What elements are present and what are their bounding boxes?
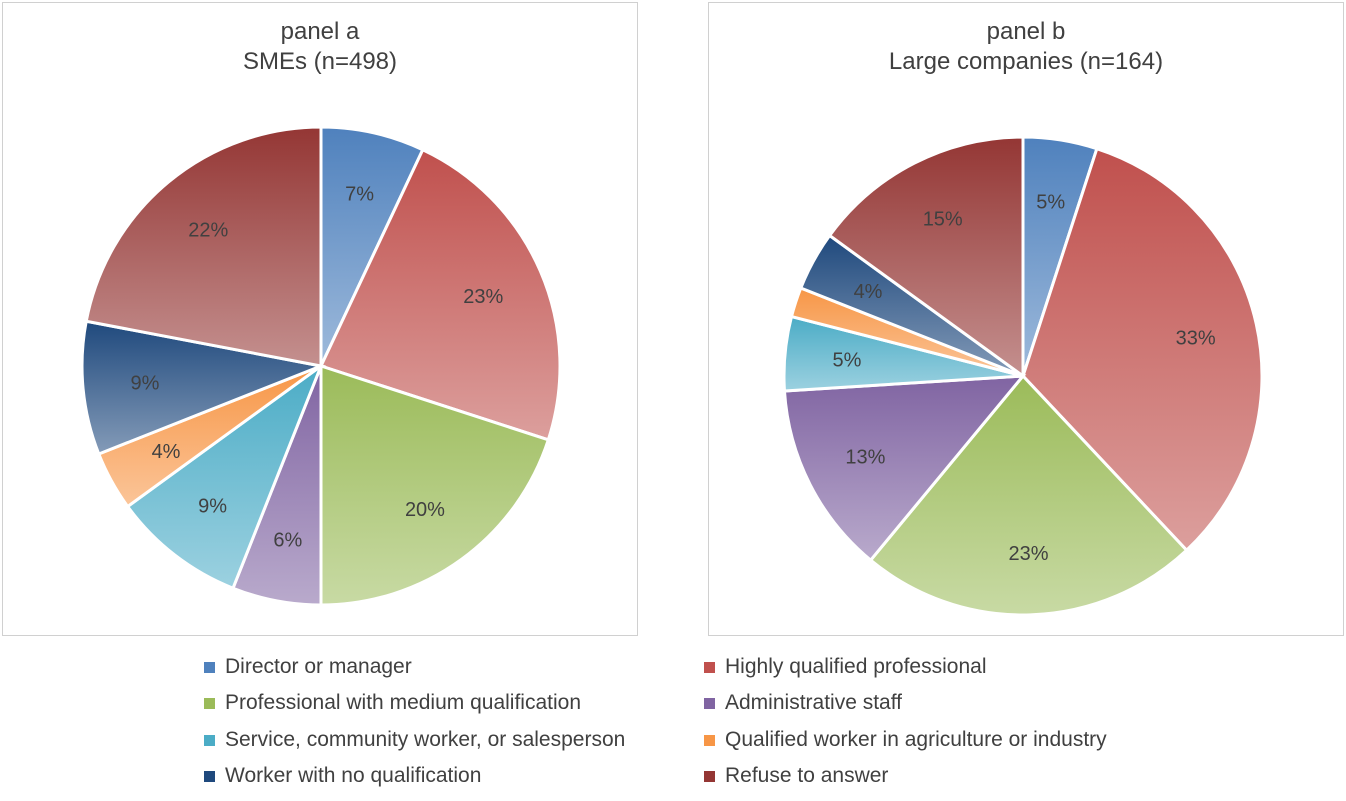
legend-swatch <box>204 697 215 709</box>
data-label-agri-industry: 4% <box>152 441 181 463</box>
chart-title-line1: panel b <box>986 18 1066 45</box>
chart-title: panel b Large companies (n=164) <box>709 17 1343 77</box>
legend-item-refuse: Refuse to answer <box>704 761 888 791</box>
chart-legend: Director or manager Highly qualified pro… <box>0 648 1346 798</box>
data-label-director: 7% <box>345 183 374 205</box>
legend-item-director: Director or manager <box>204 652 412 682</box>
legend-label: Highly qualified professional <box>725 655 987 678</box>
pie-slice-director <box>319 125 425 367</box>
legend-label: Professional with medium qualification <box>225 691 582 714</box>
chart-panel-b: panel b Large companies (n=164) 5% 33% 23%… <box>708 2 1344 636</box>
legend-label: Worker with no qualification <box>225 764 482 787</box>
data-label-highly-qualified: 33% <box>1176 327 1216 349</box>
data-label-service: 5% <box>832 349 861 371</box>
pie-slice-highly-qualified <box>1021 146 1264 553</box>
chart-title: panel a SMEs (n=498) <box>3 17 637 77</box>
pie-slice-no-qualification <box>80 319 327 456</box>
legend-swatch <box>204 661 215 673</box>
data-label-medium-qualification: 20% <box>405 499 445 521</box>
data-label-refuse: 22% <box>188 220 228 242</box>
pie-slice-medium-qualification <box>868 373 1189 617</box>
legend-item-administrative: Administrative staff <box>704 688 902 718</box>
pie-slice-medium-qualification <box>319 363 551 607</box>
chart-panel-a: panel a SMEs (n=498) 7% 23% 20% 6% 9% 4% 9% 22% <box>2 2 638 636</box>
data-label-director: 5% <box>1036 191 1065 213</box>
data-label-medium-qualification: 23% <box>1009 543 1049 565</box>
data-label-administrative: 6% <box>273 530 302 552</box>
pie-slice-highly-qualified <box>318 147 562 442</box>
legend-swatch <box>204 770 215 782</box>
pie-slice-service <box>125 361 325 591</box>
data-label-highly-qualified: 23% <box>463 286 503 308</box>
pie-slice-refuse <box>84 125 323 368</box>
legend-swatch <box>704 734 715 746</box>
data-label-administrative: 13% <box>845 446 885 468</box>
chart-title-line1: panel a <box>280 18 360 45</box>
data-label-service: 9% <box>198 496 227 518</box>
data-label-no-qualification: 4% <box>854 281 883 303</box>
legend-item-medium-qualification: Professional with medium qualification <box>204 688 581 718</box>
legend-item-no-qualification: Worker with no qualification <box>204 761 481 791</box>
legend-label: Director or manager <box>225 655 412 678</box>
legend-label: Refuse to answer <box>725 764 889 787</box>
pie-chart-b: 5% 33% 23% 13% 5% 4% 15% <box>782 135 1264 617</box>
legend-item-service: Service, community worker, or salesperso… <box>204 725 625 755</box>
legend-label: Qualified worker in agriculture or indus… <box>725 728 1107 751</box>
chart-subtitle: Large companies (n=164) <box>888 48 1164 75</box>
legend-swatch <box>204 734 215 746</box>
legend-swatch <box>704 697 715 709</box>
legend-swatch <box>704 661 715 673</box>
pie-chart-a: 7% 23% 20% 6% 9% 4% 9% 22% <box>80 125 562 607</box>
legend-swatch <box>704 770 715 782</box>
legend-label: Administrative staff <box>725 691 903 714</box>
legend-item-agri-industry: Qualified worker in agriculture or indus… <box>704 725 1107 755</box>
pie-slice-administrative <box>782 374 1027 563</box>
data-label-refuse: 15% <box>923 208 963 230</box>
legend-item-highly-qualified: Highly qualified professional <box>704 652 987 682</box>
chart-subtitle: SMEs (n=498) <box>242 48 398 75</box>
legend-label: Service, community worker, or salesperso… <box>225 728 626 751</box>
pie-slice-refuse <box>827 135 1025 379</box>
data-label-no-qualification: 9% <box>130 373 159 395</box>
